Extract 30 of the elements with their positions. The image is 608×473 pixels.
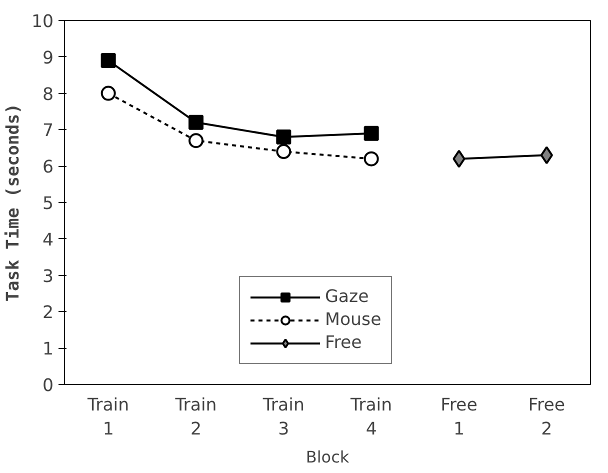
point — [276, 129, 292, 144]
x-tick-label: Train 2 — [174, 396, 217, 440]
legend-label: Gaze — [325, 287, 369, 307]
x-tick-label: Free 2 — [528, 396, 566, 440]
y-tick-label: 6 — [42, 158, 54, 178]
x-tick-label: Train 1 — [86, 396, 130, 440]
point — [276, 144, 292, 160]
point — [188, 133, 204, 148]
legend-label: Free — [325, 333, 362, 353]
point — [364, 151, 379, 166]
x-axis-title: Block — [306, 448, 350, 466]
y-tick-label: 0 — [42, 376, 54, 396]
y-tick-label: 7 — [42, 121, 54, 142]
y-tick-label: 4 — [42, 230, 54, 250]
y-tick-label: 3 — [42, 266, 54, 287]
y-tick-label: 9 — [42, 48, 54, 68]
y-tick-label: 2 — [42, 303, 54, 324]
point — [100, 53, 116, 68]
point — [364, 126, 379, 141]
x-tick-label: Train 3 — [262, 396, 304, 440]
x-tick-label: Train 4 — [350, 396, 392, 440]
y-tick-label: 10 — [31, 12, 54, 32]
point — [188, 114, 204, 130]
y-tick-label: 1 — [42, 340, 54, 360]
legend-label: Mouse — [325, 310, 382, 330]
y-tick-label: 8 — [42, 84, 54, 105]
point — [100, 86, 116, 101]
y-tick-label: 5 — [42, 194, 54, 214]
y-axis-title: Task Time (seconds) — [3, 103, 24, 302]
x-tick-label: Free 1 — [440, 396, 478, 440]
